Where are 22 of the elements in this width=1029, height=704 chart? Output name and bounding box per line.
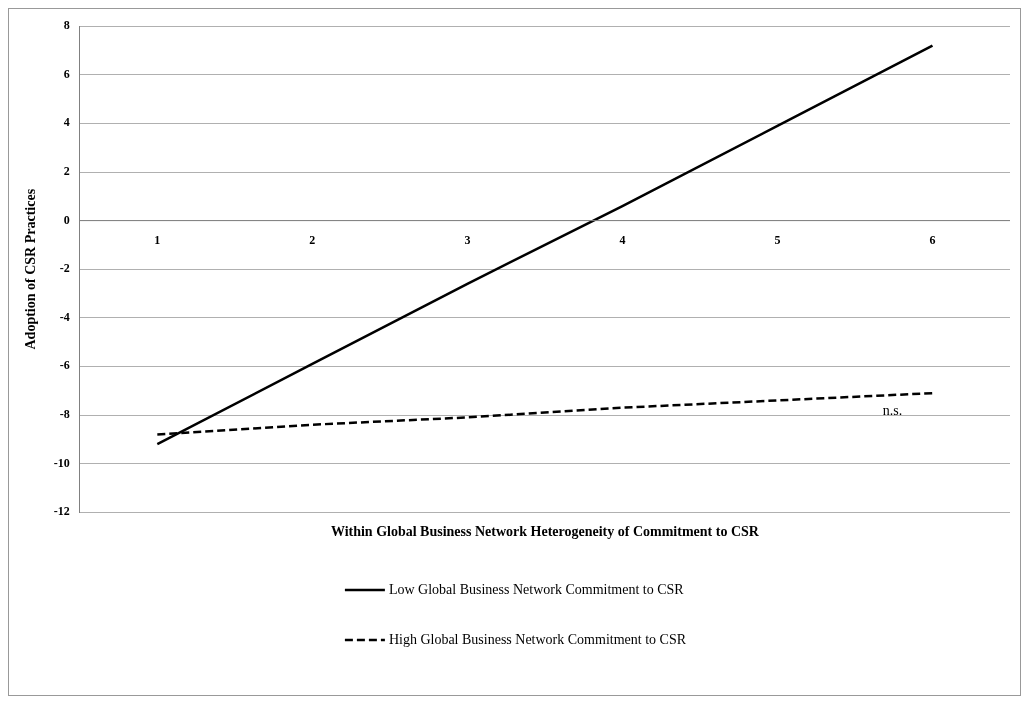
x-axis-title: Within Global Business Network Heterogeneity of Commitment to CSR <box>330 524 760 540</box>
x-tick-label: 1 <box>154 232 161 247</box>
y-axis-title: Adoption of CSR Practices <box>23 188 39 350</box>
x-tick-label: 6 <box>929 232 936 247</box>
x-tick-label: 4 <box>619 232 626 247</box>
y-tick-label: 8 <box>63 18 70 33</box>
legend-label: High Global Business Network Commitment to CSR <box>388 631 687 647</box>
annotation: n.s. <box>882 402 903 418</box>
y-tick-label: -6 <box>59 358 70 373</box>
x-tick-label: 2 <box>309 232 316 247</box>
y-tick-label: 6 <box>63 66 70 81</box>
y-tick-label: 0 <box>63 212 70 227</box>
y-tick-label: 2 <box>63 164 70 179</box>
y-tick-label: -10 <box>53 455 70 470</box>
x-tick-label: 5 <box>774 232 781 247</box>
y-tick-label: -4 <box>59 309 70 324</box>
y-tick-label: 4 <box>63 115 70 130</box>
y-tick-label: -12 <box>53 504 70 519</box>
y-tick-label: -8 <box>59 407 70 422</box>
legend-label: Low Global Business Network Commitment to CSR <box>388 581 685 597</box>
y-tick-label: -2 <box>59 261 70 276</box>
x-tick-label: 3 <box>464 232 471 247</box>
